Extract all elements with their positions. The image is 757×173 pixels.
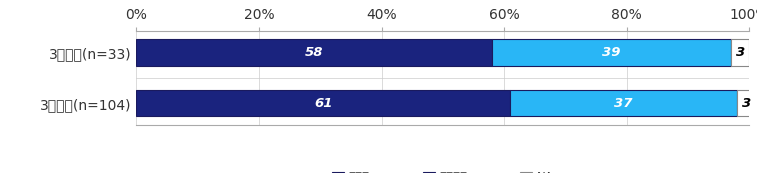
- Bar: [136, 90, 510, 116]
- Legend: あった, なかった, NA: あった, なかった, NA: [327, 166, 559, 173]
- Bar: [737, 90, 755, 116]
- Bar: [136, 39, 492, 66]
- Text: 3: 3: [742, 97, 751, 110]
- Bar: [731, 39, 749, 66]
- Text: 37: 37: [615, 97, 633, 110]
- Text: 61: 61: [314, 97, 332, 110]
- Bar: [510, 90, 737, 116]
- Text: 39: 39: [603, 46, 621, 59]
- Text: 3: 3: [736, 46, 745, 59]
- Bar: [492, 39, 731, 66]
- Text: 58: 58: [305, 46, 323, 59]
